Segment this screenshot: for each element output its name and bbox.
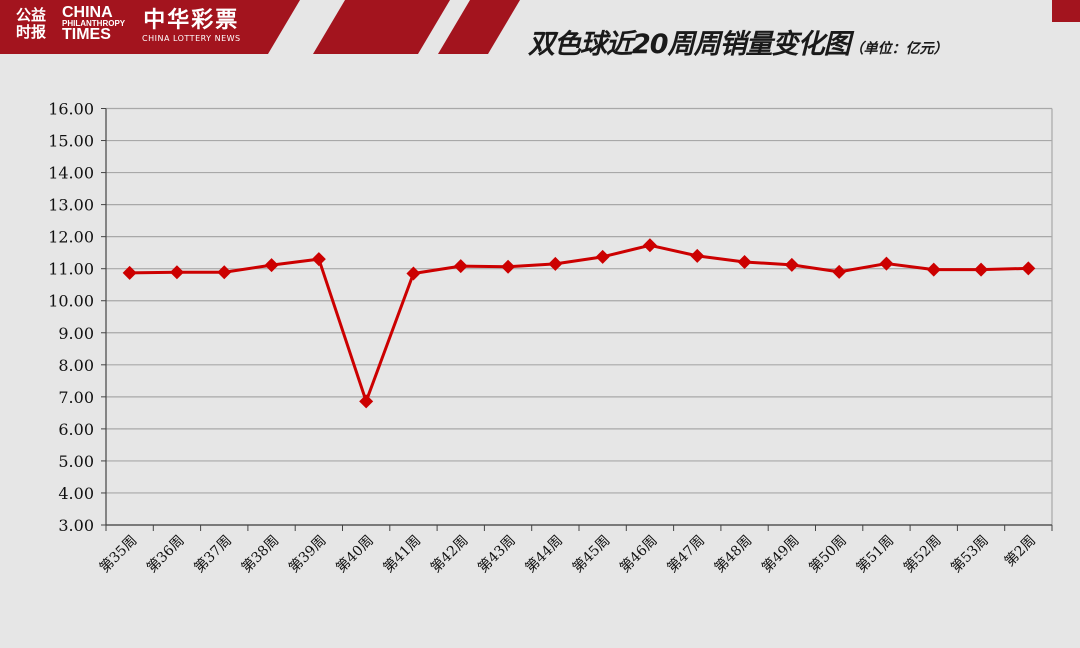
y-tick-label: 4.00 xyxy=(58,484,94,503)
data-point xyxy=(122,265,137,280)
data-point xyxy=(217,265,232,280)
x-tick-label: 第2周 xyxy=(1001,532,1039,570)
data-point xyxy=(784,257,799,272)
data-point xyxy=(359,394,374,409)
x-tick-label: 第39周 xyxy=(285,532,329,576)
china-lottery-news-logo: 中华彩票 CHINA LOTTERY NEWS xyxy=(142,8,241,43)
logo-en-top: CHINA xyxy=(62,4,113,21)
x-tick-label: 第50周 xyxy=(806,532,850,576)
x-tick-label: 第44周 xyxy=(522,532,566,576)
x-tick-label: 第49周 xyxy=(758,532,802,576)
china-philanthropy-times-logo: 公益时报 CHINA PHILANTHROPY TIMES xyxy=(16,4,126,43)
x-tick-label: 第52周 xyxy=(900,532,944,576)
y-tick-label: 7.00 xyxy=(58,388,94,407)
data-point xyxy=(501,259,516,274)
x-tick-label: 第36周 xyxy=(143,532,187,576)
x-tick-label: 第53周 xyxy=(947,532,991,576)
x-tick-label: 第35周 xyxy=(96,532,140,576)
data-point xyxy=(642,238,657,253)
y-tick-label: 3.00 xyxy=(58,516,94,535)
x-tick-label: 第40周 xyxy=(333,532,377,576)
x-tick-label: 第51周 xyxy=(853,532,897,576)
lottery-cn-text: 中华彩票 xyxy=(143,8,240,33)
y-tick-label: 10.00 xyxy=(48,292,94,311)
series-line xyxy=(129,243,1029,403)
chart-unit: （单位：亿元） xyxy=(849,41,948,57)
data-point xyxy=(548,256,563,271)
x-tick-label: 第37周 xyxy=(191,532,235,576)
data-point xyxy=(264,258,279,273)
data-point xyxy=(690,248,705,263)
data-point xyxy=(879,256,894,271)
data-point xyxy=(311,252,326,267)
lottery-en-text: CHINA LOTTERY NEWS xyxy=(142,34,241,43)
data-point xyxy=(595,249,610,264)
y-tick-label: 16.00 xyxy=(48,100,94,119)
y-tick-label: 11.00 xyxy=(48,260,94,279)
y-tick-label: 9.00 xyxy=(58,324,94,343)
data-point xyxy=(926,262,941,277)
y-tick-label: 14.00 xyxy=(48,164,94,183)
logo-en-bottom: TIMES xyxy=(62,26,111,43)
logo-cn-text: 公益时报 xyxy=(16,5,47,41)
logo-en-mid: PHILANTHROPY xyxy=(62,19,126,28)
header-banner xyxy=(0,0,1080,54)
x-tick-label: 第45周 xyxy=(569,532,613,576)
y-tick-label: 5.00 xyxy=(58,452,94,471)
data-point xyxy=(832,264,847,279)
y-tick-label: 13.00 xyxy=(48,196,94,215)
x-tick-label: 第42周 xyxy=(427,532,471,576)
x-tick-label: 第41周 xyxy=(380,532,424,576)
x-tick-label: 第47周 xyxy=(664,532,708,576)
data-point xyxy=(1021,261,1036,276)
y-tick-label: 15.00 xyxy=(48,132,94,151)
data-point xyxy=(406,266,421,281)
data-point xyxy=(737,254,752,269)
x-tick-label: 第38周 xyxy=(238,532,282,576)
data-point xyxy=(453,259,468,274)
x-tick-label: 第48周 xyxy=(711,532,755,576)
y-tick-label: 6.00 xyxy=(58,420,94,439)
data-point xyxy=(974,262,989,277)
chart-title: 双色球近20周周销量变化图（单位：亿元） xyxy=(528,22,948,61)
data-point xyxy=(169,265,184,280)
chart-title-text: 双色球近20周周销量变化图 xyxy=(528,29,851,60)
x-tick-label: 第43周 xyxy=(474,532,518,576)
x-tick-label: 第46周 xyxy=(616,532,660,576)
y-tick-label: 8.00 xyxy=(58,356,94,375)
y-tick-label: 12.00 xyxy=(48,228,94,247)
